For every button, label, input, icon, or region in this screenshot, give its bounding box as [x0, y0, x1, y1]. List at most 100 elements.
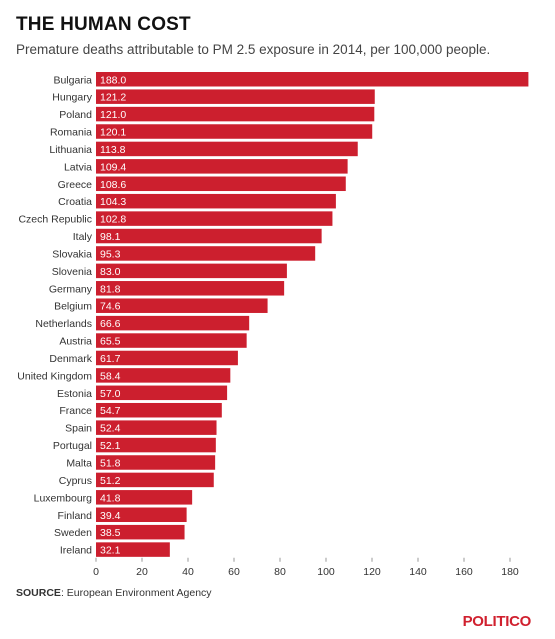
- source-label: SOURCE: [16, 587, 61, 599]
- category-label: Malta: [66, 457, 92, 469]
- value-label: 51.8: [100, 457, 121, 469]
- x-tick-label: 180: [501, 566, 519, 578]
- value-label: 52.1: [100, 440, 121, 452]
- bar-11: [96, 263, 287, 279]
- value-label: 74.6: [100, 301, 121, 313]
- chart-subtitle: Premature deaths attributable to PM 2.5 …: [16, 42, 491, 57]
- category-label: France: [59, 405, 92, 417]
- value-label: 81.8: [100, 283, 121, 295]
- category-label: Hungary: [52, 92, 92, 104]
- value-label: 98.1: [100, 231, 121, 243]
- source-note: SOURCE: European Environment Agency: [16, 587, 212, 599]
- category-label: Finland: [58, 510, 93, 522]
- value-label: 38.5: [100, 527, 121, 539]
- category-label: Latvia: [64, 161, 92, 173]
- category-label: Slovakia: [52, 248, 92, 260]
- value-label: 32.1: [100, 545, 121, 557]
- category-label: Croatia: [58, 196, 92, 208]
- category-label: Denmark: [49, 353, 92, 365]
- x-tick-label: 120: [363, 566, 381, 578]
- category-label: Estonia: [57, 388, 92, 400]
- bar-12: [96, 281, 285, 296]
- value-label: 39.4: [100, 510, 121, 522]
- value-label: 57.0: [100, 388, 121, 400]
- bar-20: [96, 420, 217, 435]
- bar-1: [96, 89, 375, 104]
- value-label: 109.4: [100, 161, 126, 173]
- value-label: 108.6: [100, 179, 126, 191]
- bar-4: [96, 141, 358, 157]
- category-label: United Kingdom: [17, 370, 92, 382]
- category-label: Greece: [58, 179, 93, 191]
- source-text: : European Environment Agency: [60, 587, 212, 599]
- value-label: 121.2: [100, 92, 126, 104]
- bar-19: [96, 402, 222, 418]
- value-label: 83.0: [100, 266, 121, 278]
- bar-0: [96, 72, 529, 87]
- bar-22: [96, 455, 216, 470]
- value-label: 61.7: [100, 353, 121, 365]
- bar-chart: Bulgaria 188.0 Hungary 121.2 Poland 121.0 Roma…: [17, 72, 529, 578]
- bar-8: [96, 211, 333, 226]
- value-label: 113.8: [100, 144, 126, 156]
- value-label: 41.8: [100, 492, 121, 504]
- value-label: 120.1: [100, 127, 126, 139]
- value-label: 188.0: [100, 74, 126, 86]
- category-label: Ireland: [60, 545, 92, 557]
- category-label: Belgium: [54, 301, 92, 313]
- bar-27: [96, 542, 170, 557]
- x-tick-label: 80: [274, 566, 286, 578]
- bar-25: [96, 507, 187, 522]
- category-label: Cyprus: [59, 475, 92, 487]
- category-label: Portugal: [53, 440, 92, 452]
- value-label: 102.8: [100, 214, 126, 226]
- bar-6: [96, 176, 346, 192]
- bar-18: [96, 385, 228, 401]
- x-tick-label: 60: [228, 566, 240, 578]
- category-label: Germany: [49, 283, 93, 295]
- chart-title: THE HUMAN COST: [16, 14, 191, 35]
- bar-23: [96, 472, 214, 488]
- x-tick-label: 100: [317, 566, 335, 578]
- value-label: 65.5: [100, 336, 121, 348]
- bar-24: [96, 490, 193, 505]
- bar-17: [96, 368, 231, 383]
- category-label: Sweden: [54, 527, 92, 539]
- bar-26: [96, 524, 185, 540]
- bar-2: [96, 106, 375, 122]
- bar-10: [96, 246, 316, 261]
- x-tick-label: 0: [93, 566, 99, 578]
- value-label: 121.0: [100, 109, 126, 121]
- value-label: 51.2: [100, 475, 121, 487]
- bar-7: [96, 193, 336, 209]
- category-label: Italy: [73, 231, 93, 243]
- x-tick-label: 40: [182, 566, 194, 578]
- category-label: Czech Republic: [18, 214, 92, 226]
- bar-21: [96, 437, 216, 453]
- category-label: Austria: [59, 336, 92, 348]
- x-tick-label: 160: [455, 566, 473, 578]
- category-label: Spain: [65, 423, 92, 435]
- category-label: Lithuania: [49, 144, 92, 156]
- category-label: Slovenia: [52, 266, 92, 278]
- category-label: Luxembourg: [34, 492, 93, 504]
- bar-15: [96, 333, 247, 348]
- value-label: 104.3: [100, 196, 126, 208]
- value-label: 95.3: [100, 248, 121, 260]
- bar-16: [96, 350, 238, 366]
- politico-logo: POLITICO: [462, 613, 532, 630]
- x-tick-label: 20: [136, 566, 148, 578]
- bar-13: [96, 298, 268, 313]
- category-label: Romania: [50, 127, 92, 139]
- value-label: 66.6: [100, 318, 121, 330]
- value-label: 58.4: [100, 370, 121, 382]
- bar-5: [96, 159, 348, 174]
- bar-14: [96, 315, 250, 331]
- category-label: Poland: [59, 109, 92, 121]
- value-label: 54.7: [100, 405, 121, 417]
- bar-9: [96, 228, 322, 244]
- bar-3: [96, 124, 373, 139]
- category-label: Netherlands: [35, 318, 92, 330]
- value-label: 52.4: [100, 423, 121, 435]
- category-label: Bulgaria: [53, 74, 92, 86]
